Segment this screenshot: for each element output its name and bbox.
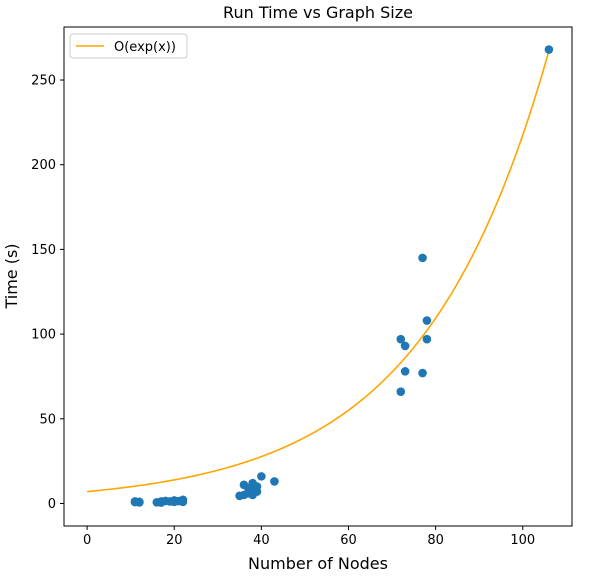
legend: O(exp(x)) <box>69 33 188 59</box>
x-tick-label: 0 <box>83 533 91 548</box>
data-point <box>396 334 406 344</box>
curve-layer <box>87 50 550 493</box>
data-point <box>422 316 432 325</box>
y-tick-label: 100 <box>31 328 56 343</box>
data-point <box>400 341 410 351</box>
x-tick-label: 20 <box>166 533 183 548</box>
y-tick-label: 150 <box>31 243 56 258</box>
x-tick-label: 100 <box>510 533 535 548</box>
legend-label: O(exp(x)) <box>114 40 176 55</box>
x-axis-label: Number of Nodes <box>248 554 388 573</box>
chart-title: Run Time vs Graph Size <box>223 3 413 22</box>
data-point <box>156 498 166 507</box>
legend-box <box>69 33 188 59</box>
data-point <box>257 472 266 481</box>
y-axis-label: Time (s) <box>2 243 21 309</box>
data-point <box>130 497 140 506</box>
x-tick-label: 40 <box>253 533 270 548</box>
x-tick-label: 80 <box>427 533 444 548</box>
data-point <box>178 497 188 507</box>
data-point <box>400 367 410 376</box>
x-tick-label: 60 <box>340 533 357 548</box>
plot-area <box>63 26 573 527</box>
data-point <box>544 45 554 54</box>
y-tick-label: 50 <box>39 412 56 427</box>
y-tick-label: 0 <box>48 497 56 512</box>
y-axis-ticks: 0 50 100 150 200 250 <box>31 74 64 512</box>
data-point <box>422 334 432 344</box>
data-point <box>418 368 427 378</box>
data-point <box>248 485 257 495</box>
data-point <box>270 477 279 486</box>
plot-frame <box>63 26 573 527</box>
data-point <box>396 387 406 396</box>
exp-fit-line <box>87 50 550 493</box>
data-point <box>169 497 179 507</box>
y-tick-label: 200 <box>31 158 56 173</box>
points-layer <box>130 45 554 507</box>
x-axis-ticks: 0 20 40 60 80 100 <box>83 526 535 548</box>
y-tick-label: 250 <box>31 74 56 89</box>
data-point <box>418 253 427 263</box>
